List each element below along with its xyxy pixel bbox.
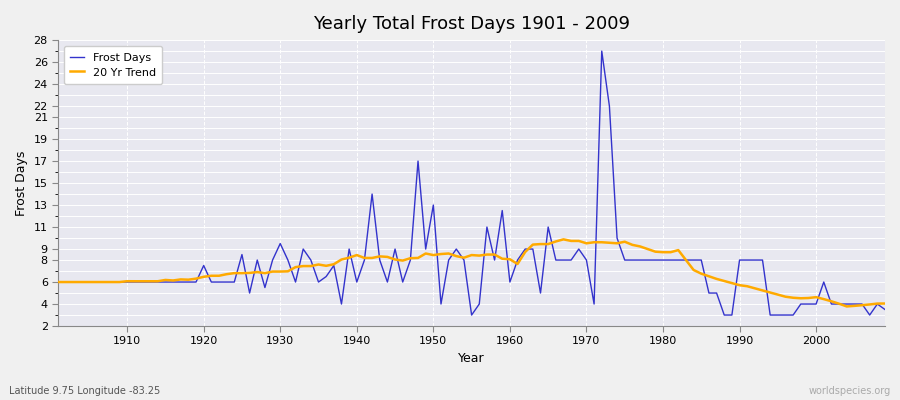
Frost Days xyxy=(505,280,516,284)
Frost Days xyxy=(466,313,477,318)
20 Yr Trend xyxy=(879,301,890,306)
Title: Yearly Total Frost Days 1901 - 2009: Yearly Total Frost Days 1901 - 2009 xyxy=(313,15,630,33)
20 Yr Trend xyxy=(283,269,293,274)
20 Yr Trend xyxy=(505,257,516,262)
Frost Days xyxy=(53,280,64,284)
Line: 20 Yr Trend: 20 Yr Trend xyxy=(58,239,885,306)
Frost Days xyxy=(879,307,890,312)
Text: worldspecies.org: worldspecies.org xyxy=(809,386,891,396)
20 Yr Trend xyxy=(497,256,508,261)
Frost Days xyxy=(612,236,623,240)
20 Yr Trend xyxy=(53,280,64,284)
20 Yr Trend xyxy=(328,262,339,267)
20 Yr Trend xyxy=(558,237,569,242)
Legend: Frost Days, 20 Yr Trend: Frost Days, 20 Yr Trend xyxy=(64,46,163,84)
Line: Frost Days: Frost Days xyxy=(58,51,885,315)
Frost Days xyxy=(283,258,293,262)
Frost Days xyxy=(328,263,339,268)
Frost Days xyxy=(597,49,608,54)
X-axis label: Year: Year xyxy=(458,352,485,365)
Frost Days xyxy=(512,258,523,262)
Frost Days xyxy=(114,280,125,284)
Y-axis label: Frost Days: Frost Days xyxy=(15,150,28,216)
20 Yr Trend xyxy=(114,280,125,284)
20 Yr Trend xyxy=(842,304,852,309)
Text: Latitude 9.75 Longitude -83.25: Latitude 9.75 Longitude -83.25 xyxy=(9,386,160,396)
20 Yr Trend xyxy=(604,240,615,245)
